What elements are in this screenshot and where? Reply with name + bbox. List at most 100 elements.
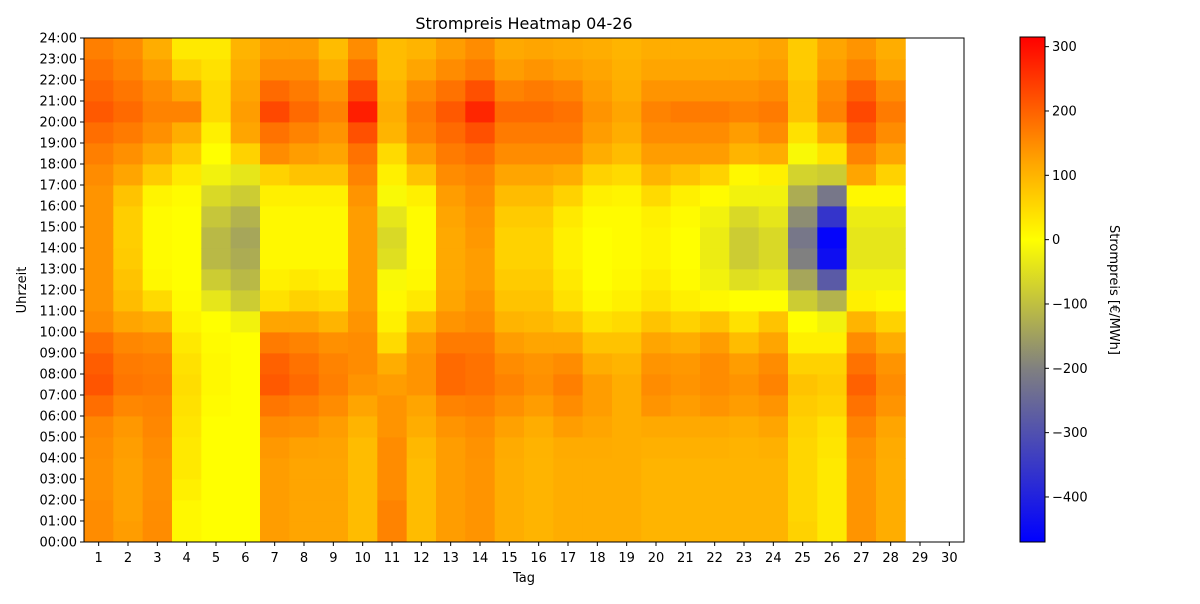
- heatmap-cell: [729, 479, 760, 501]
- heatmap-cell: [406, 248, 437, 270]
- x-tick-label: 17: [560, 551, 577, 566]
- heatmap-cell: [553, 374, 584, 396]
- heatmap-cell: [260, 290, 290, 312]
- y-tick-label: 04:00: [40, 452, 77, 467]
- heatmap-cell: [201, 269, 232, 291]
- heatmap-cell: [377, 311, 408, 333]
- heatmap-cell: [406, 395, 437, 417]
- heatmap-cell: [348, 227, 378, 249]
- heatmap-cell: [612, 437, 642, 459]
- heatmap-cell: [465, 416, 496, 438]
- heatmap-cell: [553, 248, 584, 270]
- heatmap-cell: [260, 479, 290, 501]
- heatmap-cell: [406, 101, 437, 123]
- heatmap-cell: [406, 416, 437, 438]
- heatmap-cell: [142, 248, 173, 270]
- heatmap-cell: [846, 101, 877, 123]
- heatmap-cell: [260, 101, 290, 123]
- heatmap-cell: [142, 101, 173, 123]
- heatmap-cell: [142, 332, 173, 354]
- heatmap-cell: [260, 374, 290, 396]
- heatmap-cell: [553, 521, 584, 543]
- heatmap-cell: [612, 500, 642, 522]
- heatmap-cell: [729, 164, 760, 186]
- heatmap-cell: [260, 38, 290, 60]
- heatmap-cell: [582, 500, 613, 522]
- x-tick-label: 6: [241, 551, 249, 566]
- heatmap-cell: [758, 416, 789, 438]
- heatmap-cell: [172, 374, 202, 396]
- heatmap-cell: [230, 353, 261, 375]
- heatmap-cell: [846, 395, 877, 417]
- heatmap-cell: [406, 311, 437, 333]
- heatmap-cell: [377, 332, 408, 354]
- heatmap-cell: [84, 80, 114, 102]
- heatmap-cell: [612, 269, 642, 291]
- heatmap-cell: [817, 206, 848, 228]
- heatmap-cell: [289, 185, 320, 207]
- heatmap-cell: [729, 80, 760, 102]
- heatmap-cell: [436, 185, 466, 207]
- heatmap-cell: [406, 458, 437, 480]
- heatmap-cell: [846, 227, 877, 249]
- heatmap-cell: [641, 353, 672, 375]
- heatmap-cell: [729, 122, 760, 144]
- heatmap-cell: [348, 500, 378, 522]
- heatmap-cell: [465, 185, 496, 207]
- heatmap-cell: [846, 206, 877, 228]
- heatmap-cell: [494, 479, 525, 501]
- heatmap-cell: [729, 395, 760, 417]
- heatmap-cell: [142, 38, 173, 60]
- heatmap-cell: [465, 38, 496, 60]
- colorbar-tick-label: −200: [1052, 362, 1088, 377]
- heatmap-cell: [846, 185, 877, 207]
- heatmap-cell: [876, 290, 906, 312]
- heatmap-cell: [582, 332, 613, 354]
- heatmap-cell: [348, 479, 378, 501]
- heatmap-cell: [641, 479, 672, 501]
- heatmap-cell: [876, 521, 906, 543]
- heatmap-cell: [84, 521, 114, 543]
- heatmap-cell: [113, 80, 144, 102]
- heatmap-cell: [524, 353, 554, 375]
- heatmap-cell: [230, 458, 261, 480]
- heatmap-cell: [700, 80, 730, 102]
- heatmap-cell: [612, 521, 642, 543]
- heatmap-cell: [113, 500, 144, 522]
- heatmap-cell: [142, 164, 173, 186]
- heatmap-cell: [201, 521, 232, 543]
- heatmap-cell: [142, 206, 173, 228]
- heatmap-cell: [172, 500, 202, 522]
- heatmap-cell: [377, 416, 408, 438]
- heatmap-cell: [113, 353, 144, 375]
- heatmap-cell: [172, 311, 202, 333]
- heatmap-cell: [289, 143, 320, 165]
- heatmap-cell: [670, 185, 701, 207]
- heatmap-cell: [377, 80, 408, 102]
- heatmap-cell: [846, 59, 877, 81]
- heatmap-cell: [553, 101, 584, 123]
- heatmap-cell: [260, 248, 290, 270]
- heatmap-cell: [289, 521, 320, 543]
- heatmap-cell: [172, 479, 202, 501]
- heatmap-cell: [289, 416, 320, 438]
- y-tick-label: 16:00: [40, 200, 77, 215]
- y-tick-label: 18:00: [40, 158, 77, 173]
- heatmap-cell: [641, 500, 672, 522]
- heatmap-cell: [172, 416, 202, 438]
- heatmap-cell: [436, 101, 466, 123]
- heatmap-cell: [113, 101, 144, 123]
- heatmap-cell: [788, 395, 818, 417]
- heatmap-cell: [641, 122, 672, 144]
- heatmap-cell: [846, 38, 877, 60]
- heatmap-cell: [113, 395, 144, 417]
- y-tick-label: 15:00: [40, 221, 77, 236]
- heatmap-cell: [84, 290, 114, 312]
- heatmap-cell: [876, 269, 906, 291]
- heatmap-cell: [318, 500, 349, 522]
- heatmap-cell: [612, 332, 642, 354]
- heatmap-cell: [289, 437, 320, 459]
- heatmap-cell: [436, 206, 466, 228]
- heatmap-cell: [436, 248, 466, 270]
- heatmap-cell: [142, 269, 173, 291]
